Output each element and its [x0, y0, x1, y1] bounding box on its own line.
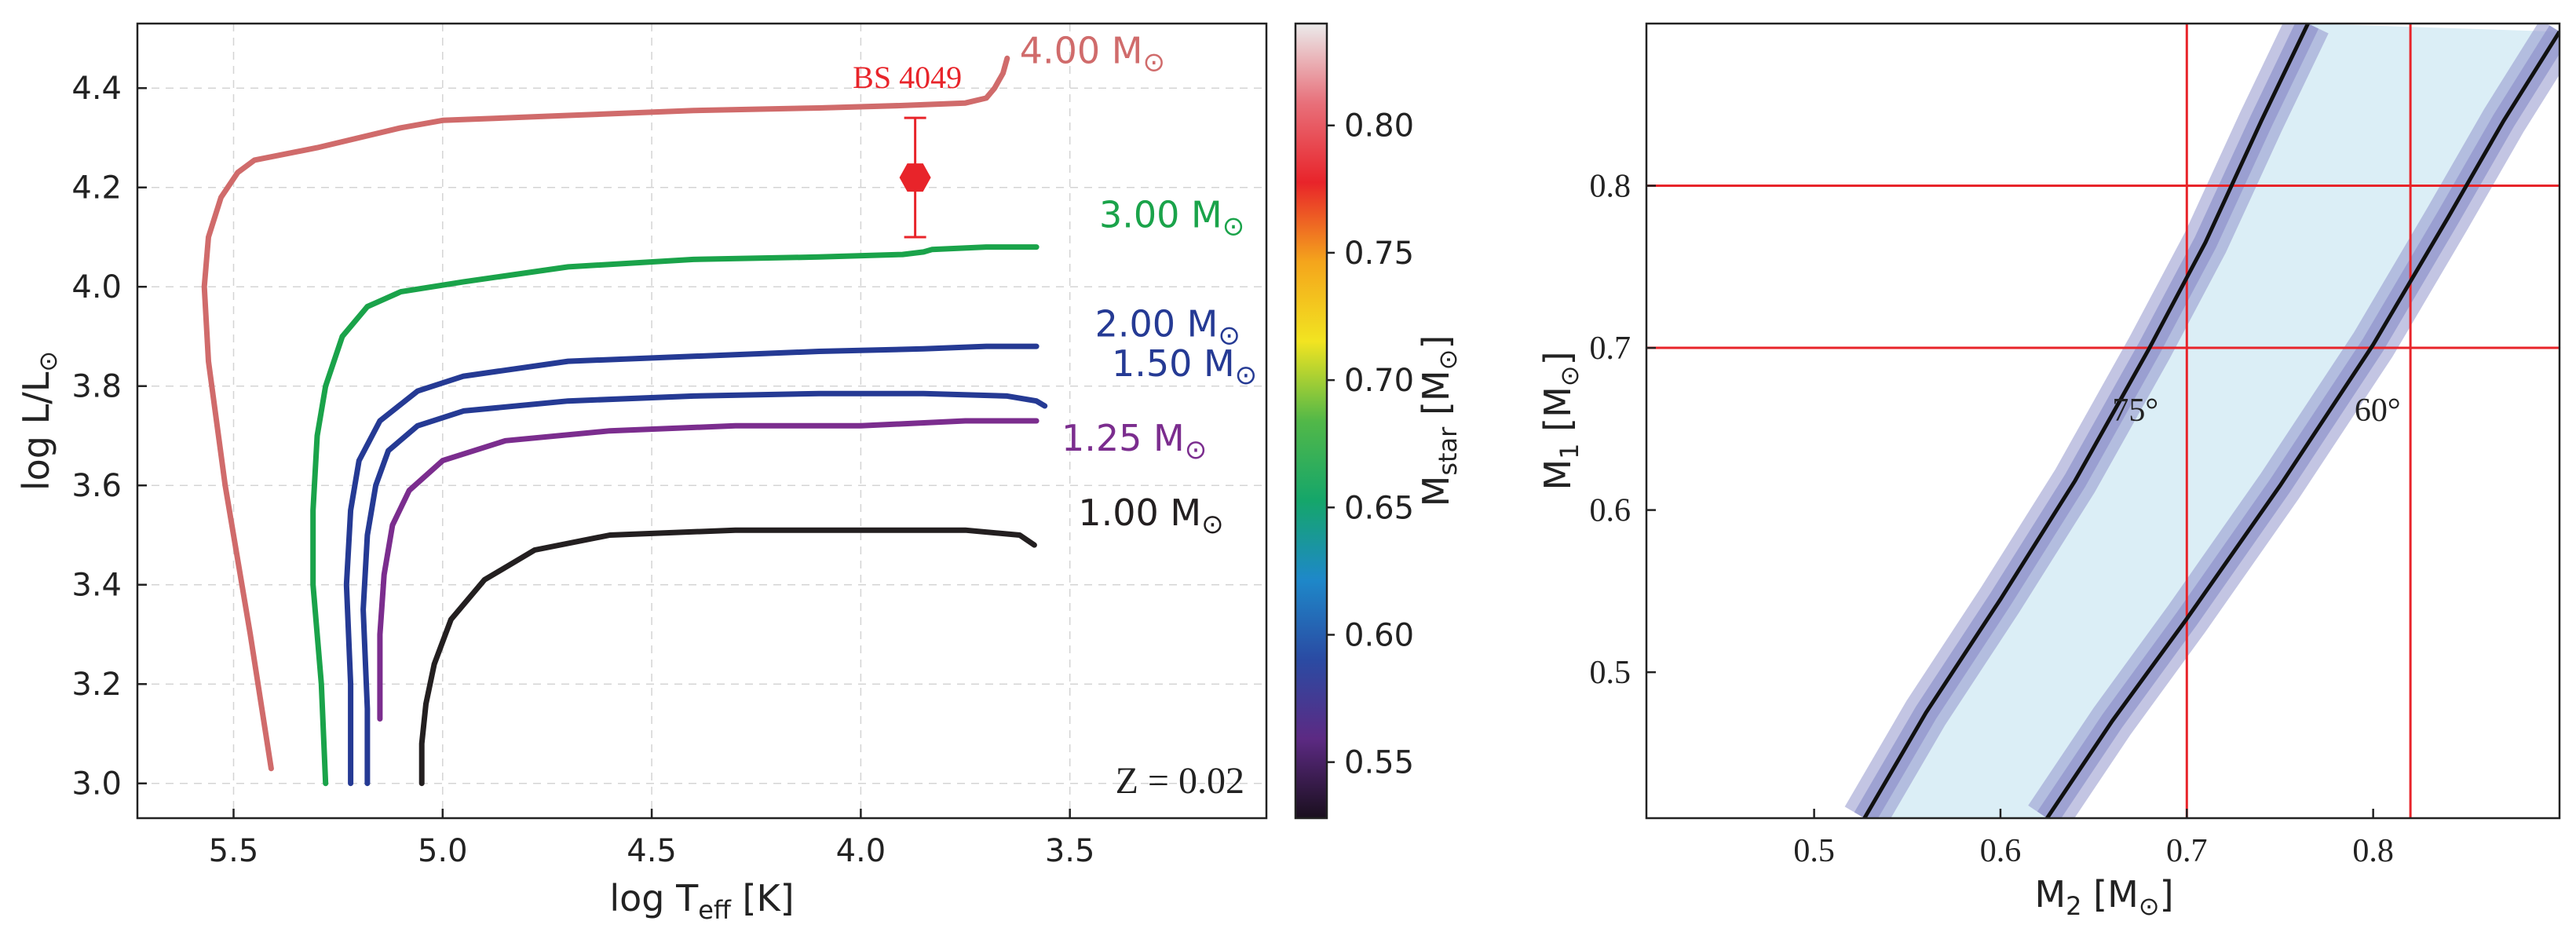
hr-x-tick-label: 4.5 — [627, 833, 677, 869]
colorbar-tick-label: 0.65 — [1344, 490, 1414, 526]
inclination-curves — [1862, 24, 2560, 818]
hr-evolution-tracks — [201, 55, 1048, 787]
track-label-1.00: 1.00 M⊙ — [1078, 492, 1223, 540]
hr-annotation-z: Z = 0.02 — [1116, 760, 1244, 802]
hr-x-tick-label: 4.0 — [836, 833, 886, 869]
inclination-range-fill — [1864, 24, 2560, 818]
mm-y-tick-label: 0.8 — [1590, 169, 1631, 205]
colorbar-label: Mstar [M⊙] — [1415, 335, 1463, 507]
track-4.00-msun — [201, 55, 1010, 772]
mass-mass-panel: 75° 60° 0.5 0.6 0.7 0.8 0.5 0.6 0.7 0.8 M2 [M⊙]… — [1536, 22, 2561, 921]
hr-y-tick-label: 4.4 — [71, 71, 122, 107]
mm-y-tick-label: 0.6 — [1590, 493, 1631, 529]
hr-y-tick-label: 3.0 — [71, 766, 122, 802]
hr-x-tick-label: 3.5 — [1045, 833, 1095, 869]
hr-y-tick-label: 3.6 — [71, 468, 122, 504]
inclination-bands — [1844, 24, 2560, 818]
track-label-3.00: 3.00 M⊙ — [1099, 193, 1244, 242]
mm-x-axis-label: M2 [M⊙] — [2034, 873, 2173, 921]
hr-track-labels: 1.00 M⊙ 1.25 M⊙ 1.50 M⊙2.00 M⊙ 3.00 M⊙ 4.00 … — [1020, 30, 1257, 540]
track-label-1.25: 1.25 M⊙ — [1061, 417, 1207, 466]
mm-y-tick-label: 0.5 — [1590, 655, 1631, 691]
mm-y-ticks: 0.5 0.6 0.7 0.8 — [1590, 169, 1656, 691]
hr-diagram-panel: 1.00 M⊙ 1.25 M⊙ 1.50 M⊙2.00 M⊙ 3.00 M⊙ 4.00 … — [15, 22, 1268, 925]
colorbar-tick-label: 0.55 — [1344, 745, 1414, 781]
colorbar-tick-label: 0.60 — [1344, 617, 1414, 653]
colorbar: 0.55 0.60 0.65 0.70 0.75 0.80 Mstar [M⊙] — [1294, 22, 1463, 820]
mm-x-tick-label: 0.8 — [2352, 833, 2394, 869]
track-3.00-msun — [310, 244, 1040, 787]
colorbar-strip — [1294, 22, 1328, 820]
inclination-curve-60° — [2045, 30, 2560, 818]
hr-x-tick-label: 5.0 — [418, 833, 468, 869]
hr-y-tick-label: 4.0 — [71, 269, 122, 305]
hr-gridlines — [137, 24, 1266, 818]
track-label-4.00: 4.00 M⊙ — [1020, 30, 1165, 79]
colorbar-tick-label: 0.70 — [1344, 363, 1414, 399]
hr-y-tick-label: 3.2 — [71, 667, 122, 703]
mm-x-tick-label: 0.6 — [1980, 833, 2022, 869]
track-1.50-msun — [360, 390, 1048, 787]
track-label-1.50: 1.50 M⊙ — [1112, 342, 1257, 391]
track-2.00-msun — [343, 343, 1040, 787]
mm-plot-frame — [1645, 22, 2561, 820]
hr-y-axis-label: log L/L⊙ — [15, 351, 63, 491]
hr-y-tick-label: 3.8 — [71, 369, 122, 405]
colorbar-tick-label: 0.75 — [1344, 236, 1414, 272]
mm-y-tick-label: 0.7 — [1590, 331, 1631, 367]
bs4049-label: BS 4049 — [853, 60, 962, 95]
hr-y-ticks: 3.0 3.2 3.4 3.6 3.8 4.0 4.2 4.4 — [71, 71, 147, 802]
hr-y-tick-label: 3.4 — [71, 568, 122, 604]
inclination-labels: 75° 60° — [2112, 393, 2400, 429]
track-1.25-msun — [377, 418, 1040, 722]
mm-x-ticks: 0.5 0.6 0.7 0.8 — [1793, 809, 2394, 869]
track-1.00-msun — [418, 527, 1037, 787]
inclination-curve-75° — [1862, 24, 2310, 818]
mm-x-tick-label: 0.7 — [2166, 833, 2208, 869]
hr-plot-frame — [136, 22, 1268, 820]
inclination-label: 75° — [2112, 393, 2158, 429]
hr-x-tick-label: 5.5 — [209, 833, 259, 869]
hr-x-axis-label: log Teff [K] — [609, 877, 794, 925]
colorbar-tick-label: 0.80 — [1344, 108, 1414, 144]
colorbar-ticks: 0.55 0.60 0.65 0.70 0.75 0.80 — [1327, 108, 1414, 781]
hr-x-ticks: 5.5 5.0 4.5 4.0 3.5 — [209, 809, 1095, 869]
track-label-2.00: 2.00 M⊙ — [1095, 302, 1240, 351]
hr-y-tick-label: 4.2 — [71, 170, 122, 207]
bs4049-data-point: BS 4049 — [853, 60, 962, 239]
mm-y-axis-label: M1 [M⊙] — [1536, 351, 1584, 490]
mm-x-tick-label: 0.5 — [1793, 833, 1835, 869]
inclination-label: 60° — [2355, 393, 2401, 429]
bs4049-marker — [899, 163, 931, 192]
reference-lines — [1646, 24, 2560, 818]
